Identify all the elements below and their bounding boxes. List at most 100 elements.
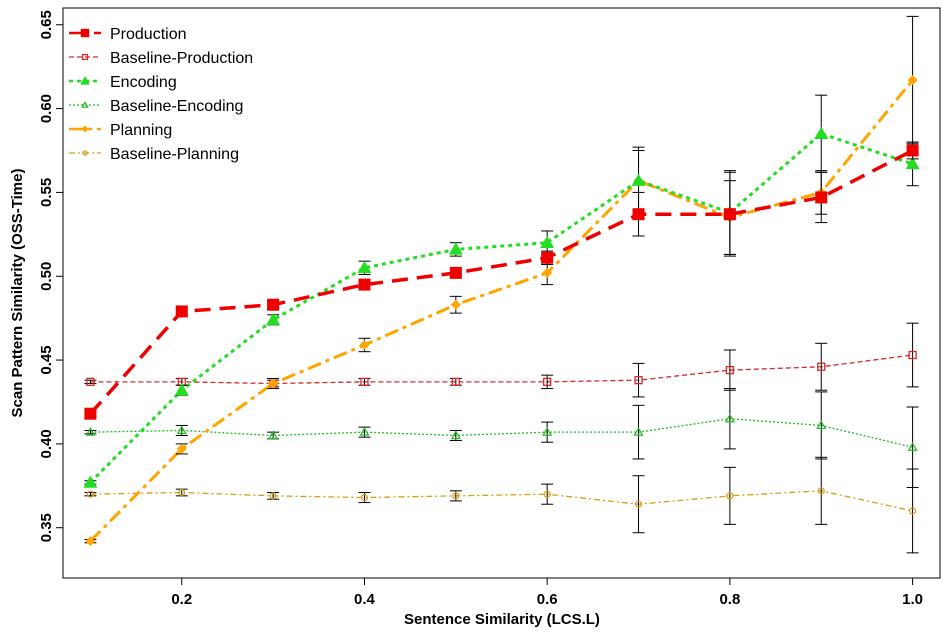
marker-square-open [360,377,369,387]
marker-diamond [907,75,918,86]
error-bar [906,468,919,554]
series-line [89,132,914,484]
legend-item: Encoding [69,74,177,91]
series-line [90,490,913,512]
y-tick-label: 0.40 [38,429,55,458]
x-tick-label: 0.8 [719,591,740,608]
marker-triangle [448,242,463,255]
legend-item: Baseline-Planning [69,146,239,163]
marker-diamond [268,378,279,389]
error-bar [541,374,554,390]
axes-layer: 0.2 0.4 0.6 0.8 1.0 0.35 0.40 0.45 0.50 0.55 0.60 0… [38,10,923,608]
marker-square [815,191,828,204]
series-encoding [83,94,920,488]
legend-item: Production [69,26,187,43]
marker-diamond [81,125,89,133]
series-line [90,418,913,448]
legend-label: Baseline-Planning [110,146,239,163]
series-planning [84,15,919,547]
marker-square [723,208,736,221]
x-axis-title: Sentence Similarity (LCS.L) [404,611,600,628]
series-baseline-production [84,322,919,398]
x-tick-label: 0.2 [171,591,192,608]
marker-circle-open [86,490,95,498]
marker-square [906,144,919,157]
marker-triangle [814,126,829,139]
error-bar [358,378,371,386]
marker-triangle-open [176,425,187,435]
error-bar [632,475,645,534]
marker-circle-open [452,492,460,500]
marker-square [175,305,188,318]
marker-square-open [543,377,552,387]
marker-triangle-open [724,413,735,423]
series-layer [83,15,920,554]
marker-diamond [176,443,187,454]
marker-square [541,251,554,264]
y-tick-label: 0.50 [38,262,55,291]
marker-square-open [81,53,89,61]
marker-circle-open [726,492,734,500]
marker-circle-open [269,492,277,500]
series-baseline-encoding [84,388,919,488]
error-bar [906,322,919,388]
series-line [89,148,914,415]
marker-square-open [451,377,460,387]
marker-square [80,28,90,38]
marker-diamond [359,339,370,350]
marker-triangle-open [542,426,553,436]
marker-triangle-open [907,442,918,451]
legend-label: Baseline-Production [110,50,253,67]
marker-triangle [905,156,920,170]
error-bar [815,342,828,391]
marker-square-open [86,377,95,387]
marker-triangle-open [816,420,827,430]
y-tick-label: 0.55 [38,178,55,207]
x-tick-label: 0.4 [354,591,376,608]
marker-square-open [634,376,643,385]
y-axis-title: Scan Pattern Similarity (OSS-Time) [9,169,26,418]
error-bar [84,429,97,435]
marker-triangle-open [85,426,96,436]
legend-item: Baseline-Production [69,50,253,67]
marker-triangle-open [268,430,279,440]
marker-circle-open [543,490,551,498]
series-baseline-planning [84,456,919,554]
marker-circle-open [634,500,643,508]
marker-circle-open [360,493,369,502]
marker-diamond [542,267,553,278]
x-tick-label: 1.0 [902,591,923,608]
marker-square-open [817,362,826,371]
marker-triangle-open [81,100,89,108]
error-bar [632,404,645,460]
legend-label: Planning [110,122,172,139]
marker-triangle-open [633,426,644,436]
marker-circle-open [178,488,186,497]
marker-triangle-open [450,430,461,440]
error-bar [84,492,97,497]
legend-item: Planning [69,122,172,139]
error-bar [541,483,554,505]
marker-circle-open [82,150,88,156]
marker-square [632,208,645,221]
series-production [84,141,919,420]
series-line [89,79,914,543]
marker-diamond [85,536,96,547]
marker-triangle [80,76,90,85]
marker-square [267,298,280,311]
marker-square [84,407,97,420]
marker-circle-open [817,487,825,495]
marker-square [358,278,371,291]
marker-triangle [83,475,98,488]
marker-diamond [450,299,461,310]
marker-triangle-open [359,426,370,436]
marker-triangle [357,260,372,274]
legend-item: Baseline-Encoding [69,98,243,115]
marker-triangle [174,383,189,396]
error-bar [815,456,828,525]
plot-frame [62,7,941,579]
x-tick-label: 0.6 [537,591,558,608]
marker-circle-open [908,507,917,515]
marker-triangle [540,235,555,248]
